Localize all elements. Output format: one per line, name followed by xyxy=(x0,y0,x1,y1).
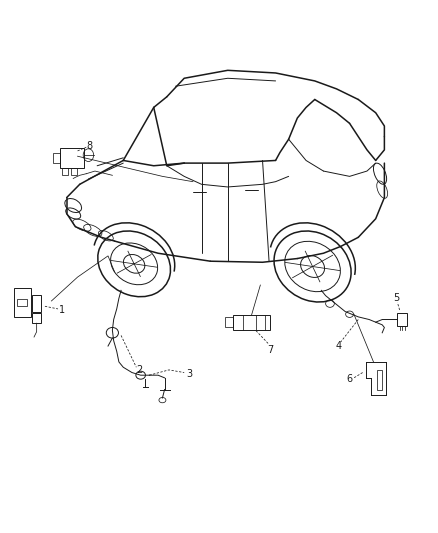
Bar xyxy=(377,370,382,390)
Bar xyxy=(60,148,84,168)
Text: 6: 6 xyxy=(346,375,353,384)
Text: 1: 1 xyxy=(59,305,65,315)
Bar xyxy=(62,168,68,175)
Bar xyxy=(71,168,77,175)
Text: 5: 5 xyxy=(393,293,400,303)
Text: 2: 2 xyxy=(136,365,142,375)
Bar xyxy=(53,152,60,163)
Bar xyxy=(32,295,42,312)
Text: 4: 4 xyxy=(336,341,342,351)
Bar xyxy=(225,317,233,327)
Bar xyxy=(18,299,27,306)
Bar xyxy=(397,313,407,326)
Text: 3: 3 xyxy=(186,369,192,378)
Text: 7: 7 xyxy=(267,345,273,355)
Text: 8: 8 xyxy=(86,141,92,151)
Bar xyxy=(32,313,42,323)
Bar xyxy=(14,288,31,317)
Bar xyxy=(233,315,270,329)
